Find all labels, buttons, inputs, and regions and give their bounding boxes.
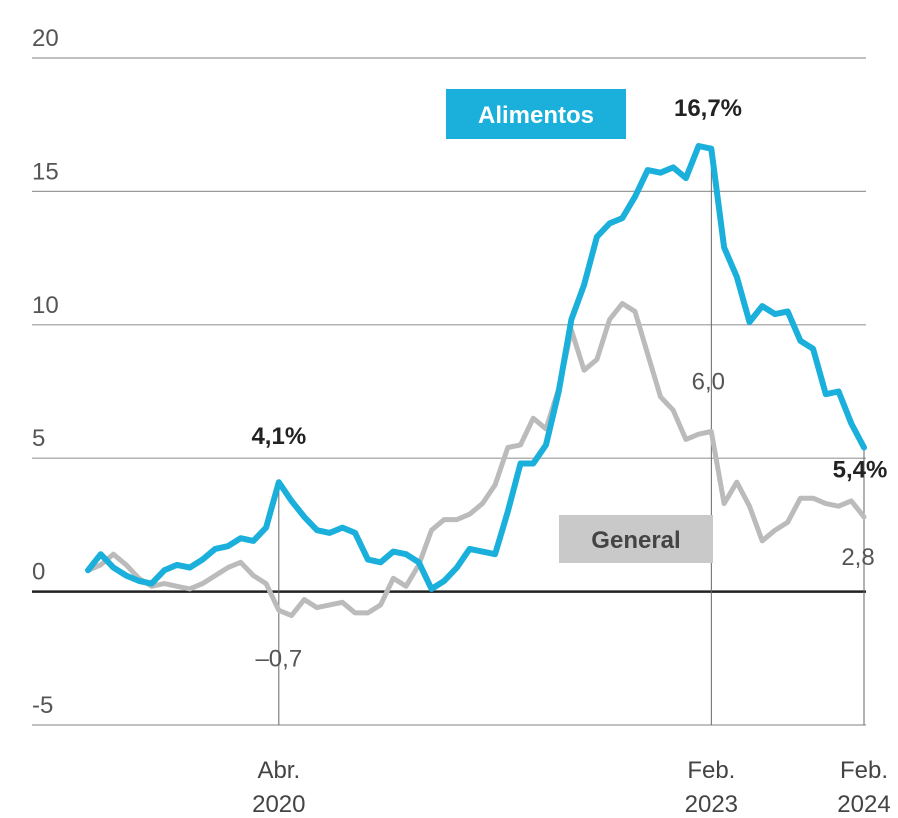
series-lines — [85, 143, 867, 619]
x-tick-label: Feb. — [687, 757, 735, 784]
legend-box — [446, 89, 626, 139]
y-tick-label: 5 — [32, 425, 45, 452]
legend-label: Alimentos — [478, 102, 594, 129]
y-axis-ticks: 20 15 10 5 0 -5 — [32, 25, 59, 719]
y-tick-label: 10 — [32, 292, 59, 319]
y-tick-label: -5 — [32, 692, 53, 719]
series-line-alimentos — [85, 143, 867, 592]
data-label: –0,7 — [255, 645, 302, 672]
y-tick-label: 15 — [32, 158, 59, 185]
y-tick-label: 0 — [32, 559, 45, 586]
x-tick-label: 2023 — [685, 791, 738, 818]
x-tick-label: 2024 — [837, 791, 890, 818]
legend-label: General — [591, 527, 680, 554]
data-label: 6,0 — [692, 369, 725, 396]
legend-box — [559, 515, 713, 563]
x-tick-label: 2020 — [252, 791, 305, 818]
x-tick-label: Feb. — [840, 757, 888, 784]
x-tick-label: Abr. — [257, 757, 300, 784]
x-axis-ticks: Abr. 2020 Feb. 2023 Feb. 2024 — [252, 757, 891, 818]
legend: Alimentos General — [446, 89, 713, 563]
data-label: 5,4% — [833, 457, 888, 484]
data-labels: 4,1% 16,7% 5,4% –0,7 6,0 2,8 — [251, 95, 887, 672]
y-tick-label: 20 — [32, 25, 59, 52]
series-line-general — [85, 301, 867, 619]
data-label: 2,8 — [841, 544, 874, 571]
reference-lines — [278, 148, 865, 725]
data-label: 16,7% — [674, 95, 742, 122]
data-label: 4,1% — [251, 423, 306, 450]
gridlines — [32, 57, 866, 726]
